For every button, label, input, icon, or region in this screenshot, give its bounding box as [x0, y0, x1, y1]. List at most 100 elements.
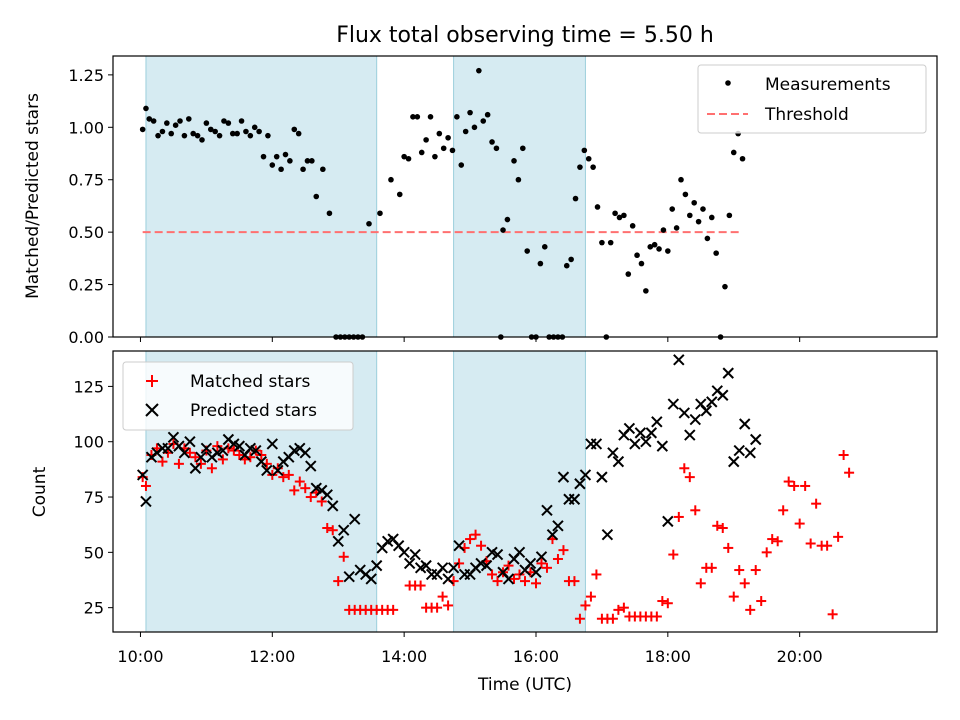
predicted-star-point	[541, 504, 553, 517]
matched-star-point	[509, 573, 520, 584]
measurement-point	[251, 124, 258, 131]
predicted-star-point	[136, 469, 149, 481]
measurement-point	[493, 145, 500, 152]
matched-star-point	[580, 600, 591, 611]
measurement-point	[476, 67, 482, 74]
matched-star-point	[690, 505, 701, 516]
top-y-tick-label: 0.00	[68, 328, 104, 347]
matched-star-point	[327, 525, 338, 536]
predicted-star-point	[370, 559, 383, 572]
matched-star-point	[217, 454, 228, 465]
measurement-point	[405, 155, 412, 162]
predicted-star-point	[552, 520, 564, 532]
predicted-star-point	[524, 557, 537, 570]
measurement-point	[247, 132, 254, 139]
bottom-y-tick-label: 50	[84, 543, 104, 562]
measurement-point	[139, 126, 146, 133]
matched-star-point	[783, 476, 794, 487]
predicted-star-point	[178, 447, 191, 459]
predicted-star-point	[332, 535, 344, 547]
matched-star-point	[437, 591, 448, 602]
legend-measurements-marker	[725, 80, 731, 86]
x-tick-label: 18:00	[645, 647, 691, 666]
measurement-point	[243, 128, 249, 135]
matched-star-point	[673, 511, 684, 522]
predicted-star-point	[403, 557, 416, 570]
predicted-star-point	[162, 442, 174, 455]
predicted-star-point	[596, 471, 608, 483]
measurement-point	[295, 130, 302, 137]
measurement-point	[669, 206, 676, 212]
predicted-star-point	[255, 455, 268, 468]
measurement-point	[260, 153, 267, 160]
matched-star-point	[695, 578, 706, 589]
measurement-point	[216, 132, 223, 139]
bottom-axes-frame	[112, 350, 938, 633]
measurement-point	[396, 191, 403, 198]
top-axes-frame	[112, 55, 938, 338]
x-tick-label: 14:00	[381, 647, 427, 666]
measurement-point	[326, 210, 333, 217]
bottom-y-axis-ticks: 25 50 75 100 125	[73, 377, 113, 618]
measurement-point	[212, 128, 218, 135]
measurement-point	[287, 158, 293, 164]
predicted-star-point	[568, 493, 581, 505]
predicted-star-point	[513, 546, 526, 559]
measurement-point	[581, 147, 588, 154]
measurement-point	[273, 153, 280, 160]
matched-star-point	[767, 534, 778, 545]
matched-star-point	[838, 449, 849, 460]
matched-star-point	[492, 576, 503, 587]
matched-star-point	[503, 560, 514, 571]
predicted-star-point	[398, 546, 410, 559]
measurement-point	[366, 220, 372, 227]
matched-star-point	[668, 549, 679, 560]
predicted-star-point	[634, 427, 647, 439]
matched-star-point	[465, 534, 476, 545]
matched-star-point	[844, 467, 855, 478]
matched-star-point	[322, 523, 333, 534]
measurement-point	[612, 210, 618, 217]
x-tick-label: 12:00	[249, 647, 295, 666]
top-y-tick-label: 0.75	[68, 171, 104, 190]
measurement-point	[238, 118, 245, 124]
measurement-point	[164, 120, 170, 126]
measurement-point	[515, 176, 522, 183]
predicted-star-point	[338, 524, 350, 536]
measurement-point	[691, 199, 697, 206]
measurement-point	[265, 132, 271, 139]
measurement-point	[713, 250, 719, 256]
matched-star-point	[278, 472, 289, 483]
measurement-point	[221, 118, 227, 124]
matched-star-point	[558, 545, 569, 556]
measurement-point	[647, 244, 654, 250]
measurement-point	[739, 155, 746, 162]
measurement-point	[150, 118, 157, 124]
measurement-point	[621, 212, 627, 219]
measurement-point	[234, 130, 240, 137]
top-y-tick-label: 1.25	[68, 66, 104, 85]
matched-star-point	[728, 591, 739, 602]
measurement-point	[704, 235, 711, 242]
measurement-point	[524, 248, 530, 254]
measurement-point	[511, 158, 517, 164]
measurement-point	[585, 155, 592, 162]
predicted-star-point	[612, 455, 625, 468]
measurement-point	[225, 120, 232, 126]
matched-star-point	[750, 565, 761, 576]
measurement-point	[568, 256, 574, 263]
measurement-point	[537, 260, 544, 267]
measurement-point	[656, 246, 662, 252]
measurement-point	[722, 283, 728, 290]
predicted-star-point	[299, 447, 311, 459]
measurement-point	[436, 130, 443, 137]
top-shaded-intervals	[145, 55, 586, 338]
matched-star-point	[333, 576, 344, 587]
measurement-point	[577, 164, 583, 170]
measurement-point	[190, 130, 197, 137]
measurement-point	[541, 244, 548, 250]
matched-star-point	[569, 576, 580, 587]
measurement-point	[590, 164, 596, 170]
matched-star-point	[679, 463, 690, 474]
x-tick-label: 20:00	[777, 647, 823, 666]
